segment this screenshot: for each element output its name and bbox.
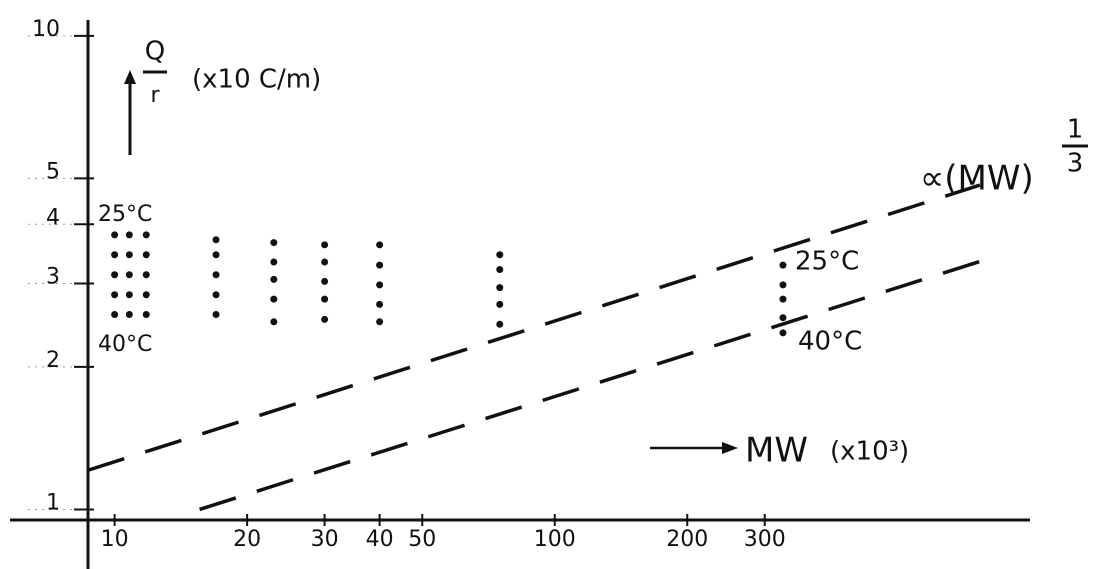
slope-label: ∝(MW) [920,159,1034,199]
point [779,281,787,289]
point [125,231,133,239]
point [142,271,150,279]
point [496,266,504,274]
x-tick-label: 40 [366,527,394,552]
point [376,281,384,289]
point [496,300,504,308]
point [142,291,150,299]
point [270,239,278,247]
point [376,318,384,326]
x-tick-label: 20 [233,527,261,552]
point [111,310,119,318]
trend-line [87,183,981,472]
point [321,295,329,303]
point [376,241,384,249]
slope-exponent: 1 [1067,115,1084,145]
point [496,320,504,328]
x-tick-label: 300 [744,527,786,552]
annotation: 25°C [98,202,152,227]
y-label-bottom: r [150,83,160,108]
y-tick-label: 2 [46,348,60,373]
annotation: 40°C [798,327,862,357]
point [376,300,384,308]
point [779,329,787,337]
y-tick-label: 3 [46,264,60,289]
y-tick-label: 1 [46,490,60,515]
point [142,310,150,318]
point [125,251,133,259]
y-tick-label: 4 [46,205,60,230]
y-tick-label: 5 [46,159,60,184]
point [496,251,504,259]
point [212,291,220,299]
point [496,284,504,292]
point [270,295,278,303]
point [142,231,150,239]
point [270,318,278,326]
point [125,291,133,299]
point [321,241,329,249]
point [111,291,119,299]
point [111,231,119,239]
point [321,277,329,285]
y-label-top: Q [145,37,165,67]
x-label: MW [745,431,808,471]
slope-exponent: 3 [1067,149,1084,179]
point [111,271,119,279]
x-label-unit: (x10³) [830,437,909,467]
annotation: 40°C [98,332,152,357]
point [142,251,150,259]
y-label-unit: (x10 C/m) [192,65,321,95]
point [376,261,384,269]
point [212,271,220,279]
point [212,251,220,259]
point [125,310,133,318]
point [212,236,220,244]
x-tick-label: 10 [101,527,129,552]
x-tick-label: 100 [534,527,576,552]
point [321,315,329,323]
point [270,275,278,283]
point [125,271,133,279]
arrow-head [124,70,136,84]
point [779,295,787,303]
x-tick-label: 200 [666,527,708,552]
point [212,310,220,318]
point [321,258,329,266]
point [779,261,787,269]
x-tick-label: 50 [408,527,436,552]
point [111,251,119,259]
point [270,258,278,266]
arrow-head [722,442,738,454]
trend-line [199,259,981,512]
y-tick-label: 10 [32,17,60,42]
x-tick-label: 30 [311,527,339,552]
annotation: 25°C [795,247,859,277]
point [779,314,787,322]
